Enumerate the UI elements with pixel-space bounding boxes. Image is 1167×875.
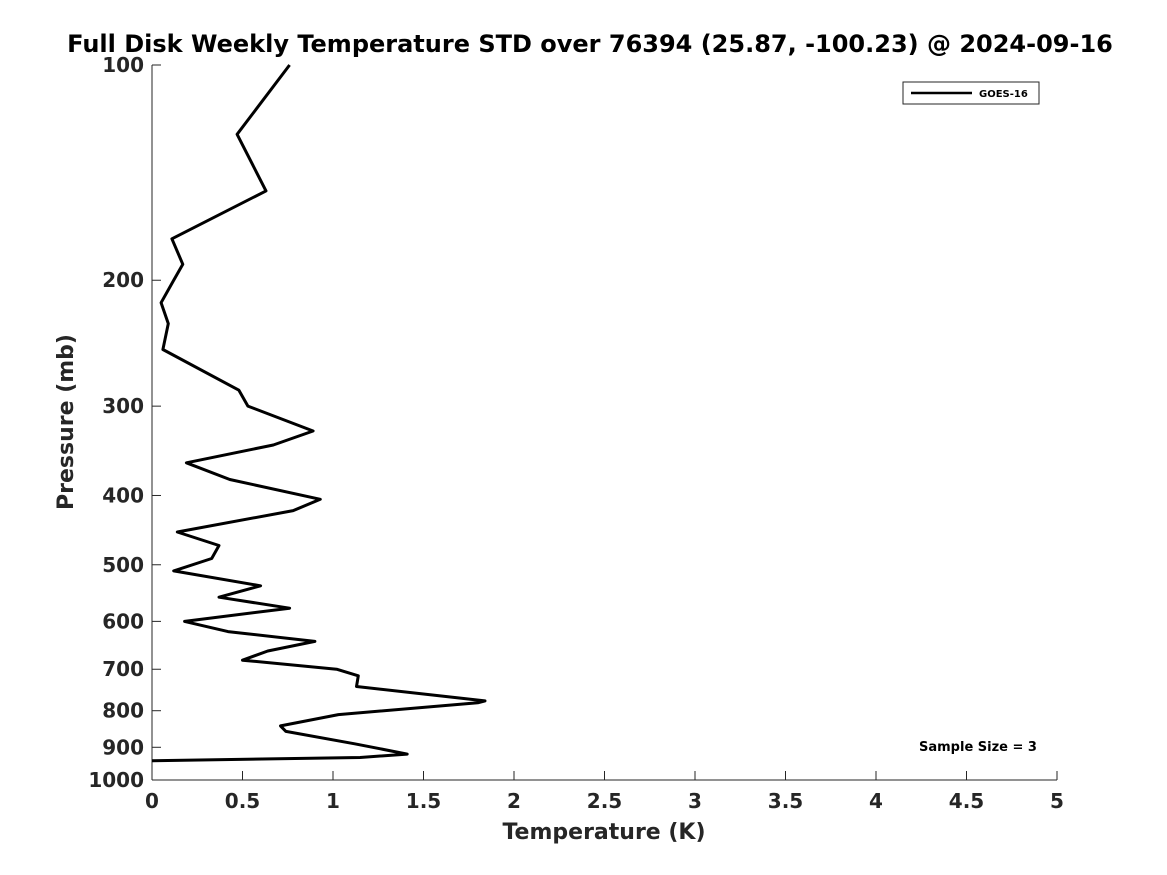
y-tick-label: 400	[102, 483, 144, 507]
x-tick-label: 1.5	[406, 789, 441, 813]
y-axis-label: Pressure (mb)	[54, 334, 79, 510]
y-axis-ticks: 100 200 300 400 500 600 700 800 900 1000	[88, 53, 161, 792]
y-tick-label: 700	[102, 657, 144, 681]
x-tick-label: 1	[326, 789, 340, 813]
legend: GOES-16	[902, 81, 1040, 105]
x-tick-label: 2	[507, 789, 521, 813]
y-tick-label: 100	[102, 53, 144, 77]
y-tick-label: 600	[102, 609, 144, 633]
x-tick-label: 5	[1050, 789, 1064, 813]
y-tick-label: 800	[102, 699, 144, 723]
x-tick-label: 3	[688, 789, 702, 813]
x-tick-label: 0.5	[225, 789, 260, 813]
y-tick-label: 300	[102, 394, 144, 418]
x-axis-ticks: 0 0.5 1 1.5 2 2.5 3 3.5 4 4.5 5	[145, 771, 1064, 813]
sample-size-annotation: Sample Size = 3	[919, 740, 1037, 755]
x-axis-label: Temperature (K)	[502, 820, 705, 845]
x-tick-label: 0	[145, 789, 159, 813]
series-line-goes-16	[151, 64, 487, 763]
legend-label-goes-16: GOES-16	[979, 89, 1028, 100]
x-tick-label: 4.5	[949, 789, 984, 813]
x-tick-label: 3.5	[768, 789, 803, 813]
series-group	[151, 64, 487, 763]
y-tick-label: 900	[102, 735, 144, 759]
x-tick-label: 2.5	[587, 789, 622, 813]
x-tick-label: 4	[869, 789, 883, 813]
y-tick-label: 1000	[88, 768, 144, 792]
y-tick-label: 500	[102, 553, 144, 577]
y-tick-label: 200	[102, 268, 144, 292]
chart-title: Full Disk Weekly Temperature STD over 76…	[67, 30, 1113, 58]
